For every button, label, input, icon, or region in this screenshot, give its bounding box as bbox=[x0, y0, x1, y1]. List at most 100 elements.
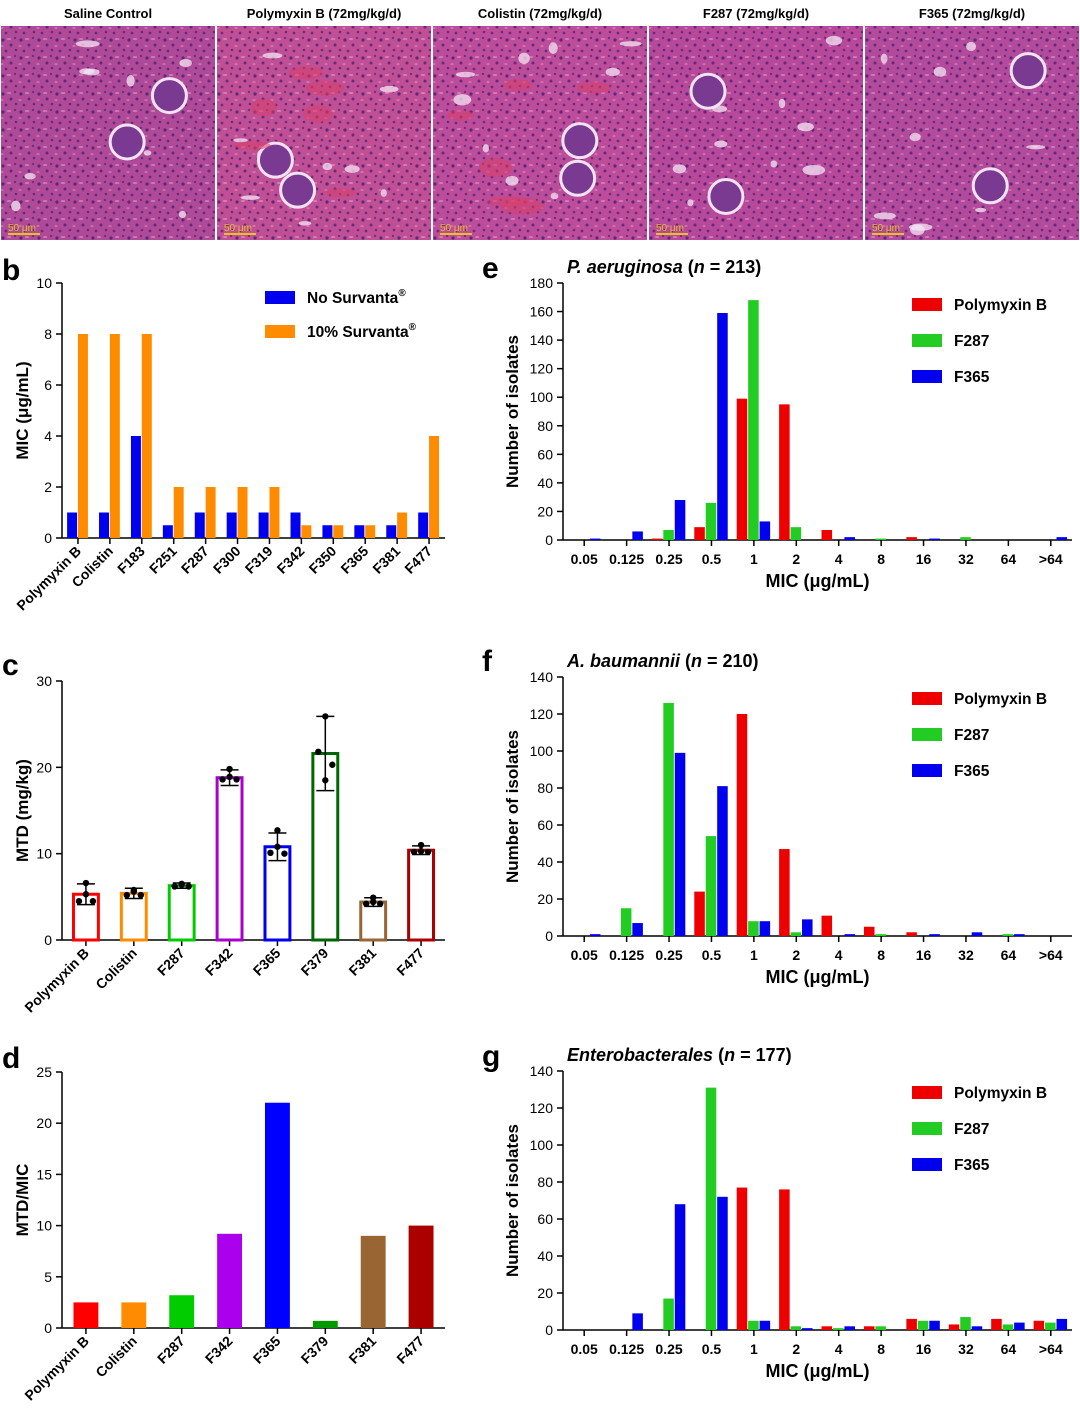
legend-label: F287 bbox=[954, 333, 989, 350]
bar-f287 bbox=[1002, 934, 1014, 936]
tubule-lumen bbox=[505, 175, 519, 186]
bar-no-survanta bbox=[226, 512, 237, 538]
y-tick-label: 40 bbox=[537, 475, 553, 491]
bar-f365 bbox=[759, 521, 771, 540]
hemorrhage-area bbox=[250, 98, 278, 117]
bar-outline bbox=[215, 776, 244, 942]
y-tick-label: 60 bbox=[537, 817, 553, 833]
x-tick-label: F381 bbox=[369, 543, 403, 577]
x-tick-label: 0.25 bbox=[655, 1341, 682, 1357]
data-point bbox=[226, 765, 233, 773]
glomerulus bbox=[561, 122, 599, 160]
bar-f365 bbox=[802, 919, 813, 936]
histology-label: Polymyxin B (72mg/kg/d) bbox=[247, 6, 402, 21]
tubule-lumen bbox=[880, 53, 888, 64]
y-tick-label: 8 bbox=[44, 326, 52, 342]
x-axis-label: MIC (μg/mL) bbox=[766, 1361, 870, 1381]
x-tick-label: F183 bbox=[114, 543, 148, 577]
data-point bbox=[329, 761, 336, 768]
tubule-lumen bbox=[482, 143, 490, 153]
tubule-lumen bbox=[143, 150, 152, 156]
x-tick-label: F251 bbox=[146, 543, 180, 577]
bar-f365 bbox=[759, 921, 771, 936]
histology-image-4: F287 (72mg/kg/d) 50 μm bbox=[649, 6, 863, 240]
bar-f365 bbox=[1056, 1318, 1068, 1330]
data-point bbox=[362, 900, 370, 907]
y-tick-label: 80 bbox=[537, 780, 553, 796]
x-tick-label: F342 bbox=[202, 1333, 236, 1367]
x-tick-label: 32 bbox=[958, 947, 974, 963]
glomerulus bbox=[108, 123, 146, 161]
tissue-texture bbox=[217, 26, 431, 240]
bar-10-survanta bbox=[333, 525, 344, 538]
x-tick-label: 8 bbox=[877, 551, 885, 567]
legend-label: Polymyxin B bbox=[954, 1085, 1047, 1102]
legend-swatch bbox=[912, 1122, 942, 1135]
bar-polymyxin-b bbox=[736, 398, 748, 540]
tubule-lumen bbox=[548, 42, 558, 54]
bar-f365 bbox=[674, 752, 686, 936]
y-axis-label: Number of isolates bbox=[503, 730, 522, 883]
data-point bbox=[137, 891, 145, 899]
bar-f287 bbox=[1002, 1324, 1014, 1330]
x-tick-label: 0.5 bbox=[702, 1341, 722, 1357]
x-tick-label: F350 bbox=[306, 543, 340, 577]
hemorrhage-area bbox=[487, 196, 531, 207]
bar-polymyxin-b bbox=[948, 1324, 960, 1330]
y-tick-label: 120 bbox=[530, 1100, 554, 1116]
legend-swatch bbox=[912, 764, 942, 777]
chart-c-mtd: c 0 10 20 30 MTD (mg/kg) Polymyxin B Colistin F2… bbox=[2, 649, 445, 1016]
x-tick-label: 16 bbox=[916, 551, 932, 567]
bar-f287 bbox=[663, 1298, 674, 1330]
tubule-lumen bbox=[933, 66, 947, 77]
y-tick-label: 0 bbox=[545, 532, 553, 548]
tubule-lumen bbox=[75, 40, 100, 48]
bar-no-survanta bbox=[258, 512, 269, 538]
bar-10-survanta bbox=[141, 334, 152, 538]
bar-outline bbox=[407, 848, 436, 942]
x-tick-label: 1 bbox=[750, 1341, 758, 1357]
x-tick-label: F287 bbox=[154, 945, 188, 979]
histology-label: F287 (72mg/kg/d) bbox=[703, 6, 809, 21]
data-point bbox=[75, 897, 83, 905]
histology-image-1: Saline Control 50 μm bbox=[1, 6, 215, 240]
panel-letter-b: b bbox=[2, 254, 20, 287]
bar-f287 bbox=[748, 1320, 759, 1330]
x-tick-label: 4 bbox=[835, 1341, 843, 1357]
tubule-lumen bbox=[825, 35, 843, 46]
x-tick-label: F287 bbox=[154, 1333, 188, 1367]
legend-label: F287 bbox=[954, 727, 989, 744]
x-tick-label: 8 bbox=[877, 947, 885, 963]
chart-e-p-aeruginosa: e P. aeruginosa (n = 213) 0 20 40 60 80 100 120 1… bbox=[482, 252, 1072, 591]
y-tick-label: 100 bbox=[530, 389, 554, 405]
bar-10-survanta bbox=[365, 525, 376, 538]
tissue-texture bbox=[1, 26, 215, 240]
bar-10-survanta bbox=[237, 487, 248, 538]
y-tick-label: 20 bbox=[537, 503, 553, 519]
tubule-lumen bbox=[910, 224, 925, 236]
x-tick-label: 0.25 bbox=[655, 947, 682, 963]
glomerulus bbox=[559, 159, 597, 197]
tubule-lumen bbox=[126, 75, 135, 87]
data-point bbox=[281, 850, 288, 857]
tubule-lumen bbox=[518, 52, 530, 64]
bar bbox=[312, 1320, 338, 1328]
data-point bbox=[82, 879, 90, 887]
scale-bar-label: 50 μm bbox=[8, 223, 36, 234]
y-tick-label: 140 bbox=[530, 332, 554, 348]
tubule-lumen bbox=[687, 199, 694, 207]
bar-f365 bbox=[674, 500, 686, 540]
histology-image-3: Colistin (72mg/kg/d) 50 μm bbox=[433, 6, 647, 240]
data-point bbox=[417, 847, 425, 855]
bar-polymyxin-b bbox=[1033, 1320, 1045, 1330]
bar-f365 bbox=[929, 934, 940, 936]
y-tick-label: 80 bbox=[537, 418, 553, 434]
y-axis-label: MTD (mg/kg) bbox=[13, 759, 32, 862]
bar-f365 bbox=[1056, 537, 1068, 540]
bar bbox=[169, 1295, 195, 1328]
x-tick-label: F287 bbox=[178, 543, 212, 577]
bar-f287 bbox=[960, 537, 971, 540]
y-axis-label: MTD/MIC bbox=[13, 1164, 32, 1237]
legend-swatch bbox=[912, 1086, 942, 1099]
y-tick-label: 20 bbox=[537, 1285, 553, 1301]
